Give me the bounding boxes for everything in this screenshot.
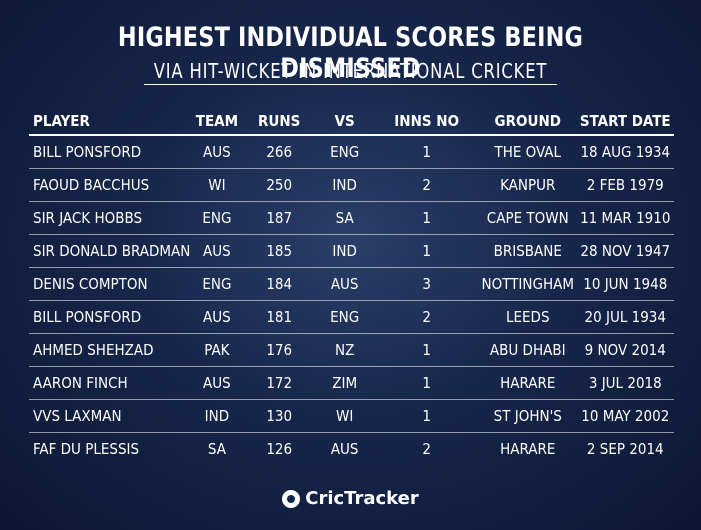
page-subtitle: VIA HIT-WICKET IN INTERNATIONAL CRICKET (153, 59, 548, 83)
cell-vs: NZ (314, 333, 375, 367)
table-row: DENIS COMPTON ENG 184 AUS 3 NOTTINGHAM 1… (29, 267, 674, 301)
crictracker-logo-icon (282, 489, 301, 508)
cell-start-date: 20 JUL 1934 (576, 300, 674, 334)
cell-vs: AUS (330, 440, 359, 458)
cell-inns-no: 1 (374, 366, 479, 400)
cell-player: BILL PONSFORD (29, 135, 191, 169)
table-row: AHMED SHEHZAD PAK 176 NZ 1 ABU DHABI 9 N… (29, 333, 674, 367)
cell-ground: LEEDS (478, 300, 577, 334)
cell-player: AHMED SHEHZAD (29, 333, 191, 367)
header-runs: RUNS (243, 107, 315, 136)
cell-team: IND (190, 399, 244, 433)
cell-team: AUS (190, 300, 244, 334)
header-team: TEAM (190, 107, 244, 136)
cell-inns-no: 2 (374, 168, 479, 202)
cell-vs: IND (314, 168, 375, 202)
cell-player: BILL PONSFORD (29, 300, 191, 334)
cell-ground: KANPUR (478, 168, 577, 202)
table-header-row: PLAYER TEAM RUNS VS INNS NO GROUND START… (29, 107, 674, 136)
header-start-date: START DATE (576, 107, 674, 136)
cell-inns-no: 1 (374, 399, 479, 433)
cell-start-date: 18 AUG 1934 (576, 135, 674, 169)
cell-ground: NOTTINGHAM (478, 267, 577, 301)
cell-player: VVS LAXMAN (29, 399, 191, 433)
cell-start-date: 3 JUL 2018 (576, 366, 674, 400)
cell-player: SIR DONALD BRADMAN (29, 234, 191, 268)
cell-team: AUS (190, 234, 244, 268)
table-row: BILL PONSFORD AUS 266 ENG 1 THE OVAL 18 … (29, 135, 674, 169)
cell-ground: HARARE (478, 366, 577, 400)
cell-inns-no: 1 (374, 135, 479, 169)
header-inns-no: INNS NO (374, 107, 479, 136)
cell-vs: AUS (314, 267, 375, 301)
header-player: PLAYER (29, 107, 191, 136)
cell-runs: 266 (243, 135, 315, 169)
cell-start-date: 2 FEB 1979 (576, 168, 674, 202)
scores-table: PLAYER TEAM RUNS VS INNS NO GROUND START… (29, 107, 674, 465)
table-row: BILL PONSFORD AUS 181 ENG 2 LEEDS 20 JUL… (29, 300, 674, 334)
table-body: BILL PONSFORD AUS 266 ENG 1 THE OVAL 18 … (29, 135, 674, 465)
cell-team: WI (190, 168, 244, 202)
page-title: HIGHEST INDIVIDUAL SCORES BEING DISMISSE… (117, 22, 584, 84)
subtitle-underline (144, 84, 557, 85)
cell-team: ENG (190, 267, 244, 301)
cell-vs: ENG (314, 135, 375, 169)
cell-player: SIR JACK HOBBS (29, 201, 191, 235)
cell-start-date: 11 MAR 1910 (576, 201, 674, 235)
cell-vs: IND (314, 234, 375, 268)
cell-start-date: 10 MAY 2002 (576, 399, 674, 433)
cell-runs: 176 (243, 333, 315, 367)
cell-team: AUS (190, 366, 244, 400)
table-row: VVS LAXMAN IND 130 WI 1 ST JOHN'S 10 MAY… (29, 399, 674, 433)
table-row: SIR JACK HOBBS ENG 187 SA 1 CAPE TOWN 11… (29, 201, 674, 235)
cell-ground: THE OVAL (478, 135, 577, 169)
header-vs: VS (314, 107, 375, 136)
cell-ground: ST JOHN'S (478, 399, 577, 433)
cell-ground: BRISBANE (478, 234, 577, 268)
cell-team: SA (207, 440, 226, 458)
table-row: FAF DU PLESSIS SA 126 AUS 2 HARARE 2 SEP… (29, 433, 674, 466)
header-ground: GROUND (478, 107, 577, 136)
cell-runs: 130 (243, 399, 315, 433)
logo-text: CricTracker (305, 488, 419, 509)
cell-start-date: 10 JUN 1948 (576, 267, 674, 301)
table-row: FAOUD BACCHUS WI 250 IND 2 KANPUR 2 FEB … (29, 168, 674, 202)
crictracker-logo: CricTracker (0, 488, 701, 513)
cell-inns-no: 2 (374, 300, 479, 334)
cell-team: AUS (190, 135, 244, 169)
cell-runs: 184 (243, 267, 315, 301)
cell-runs: 181 (243, 300, 315, 334)
table-row: AARON FINCH AUS 172 ZIM 1 HARARE 3 JUL 2… (29, 366, 674, 400)
cell-ground: HARARE (500, 440, 556, 458)
cell-team: ENG (190, 201, 244, 235)
cell-player: DENIS COMPTON (29, 267, 191, 301)
cell-runs: 126 (266, 440, 293, 458)
cell-ground: ABU DHABI (478, 333, 577, 367)
cell-inns-no: 3 (374, 267, 479, 301)
cell-team: PAK (190, 333, 244, 367)
cell-player: AARON FINCH (29, 366, 191, 400)
table-row: SIR DONALD BRADMAN AUS 185 IND 1 BRISBAN… (29, 234, 674, 268)
cell-inns-no: 1 (374, 201, 479, 235)
cell-ground: CAPE TOWN (478, 201, 577, 235)
cell-vs: SA (314, 201, 375, 235)
cell-vs: WI (314, 399, 375, 433)
cell-start-date: 9 NOV 2014 (576, 333, 674, 367)
cell-player: FAOUD BACCHUS (29, 168, 191, 202)
cell-player: FAF DU PLESSIS (33, 440, 140, 458)
cell-runs: 187 (243, 201, 315, 235)
cell-inns-no: 2 (422, 440, 431, 458)
cell-runs: 172 (243, 366, 315, 400)
cell-runs: 250 (243, 168, 315, 202)
cell-inns-no: 1 (374, 333, 479, 367)
cell-vs: ENG (314, 300, 375, 334)
cell-runs: 185 (243, 234, 315, 268)
cell-inns-no: 1 (374, 234, 479, 268)
cell-vs: ZIM (314, 366, 375, 400)
cell-start-date: 28 NOV 1947 (576, 234, 674, 268)
cell-start-date: 2 SEP 2014 (586, 440, 664, 458)
